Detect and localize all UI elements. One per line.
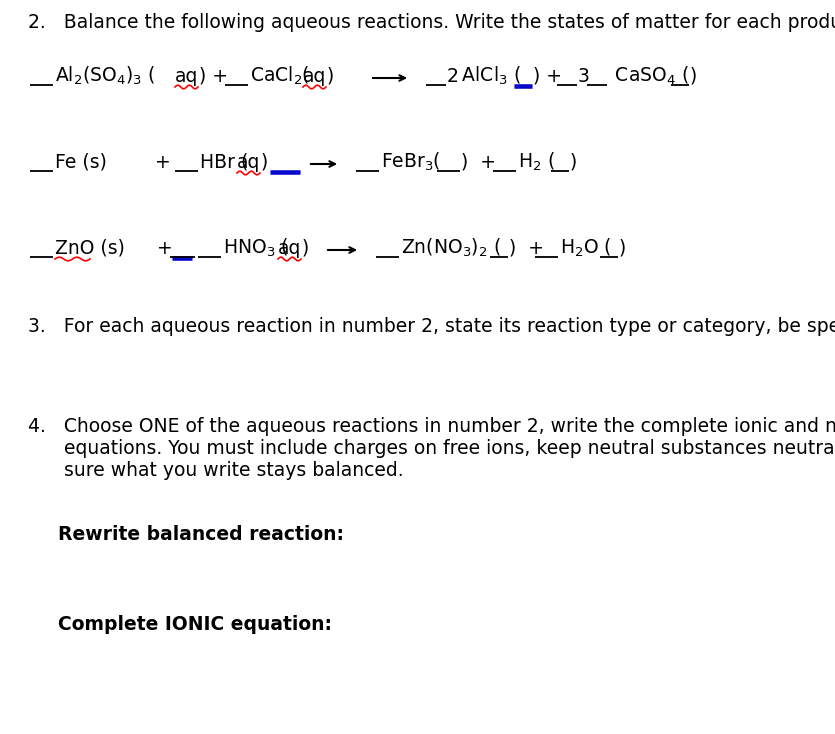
Text: ) +: ) + (533, 67, 562, 86)
Text: 3.   For each aqueous reaction in number 2, state its reaction type or category,: 3. For each aqueous reaction in number 2… (28, 317, 835, 336)
Text: H$_2$ (: H$_2$ ( (518, 151, 555, 173)
Text: HBr (: HBr ( (200, 153, 248, 172)
Text: ): ) (570, 153, 577, 172)
Text: aq: aq (303, 67, 326, 86)
Text: FeBr$_3$(: FeBr$_3$( (381, 151, 441, 173)
Text: ): ) (619, 239, 626, 258)
Text: +: + (157, 239, 173, 258)
Text: 2.   Balance the following aqueous reactions. Write the states of matter for eac: 2. Balance the following aqueous reactio… (28, 13, 835, 32)
Text: HNO$_3$ (: HNO$_3$ ( (223, 237, 289, 259)
Text: )  +: ) + (509, 239, 544, 258)
Text: )  +: ) + (461, 153, 496, 172)
Text: AlCl$_3$ (: AlCl$_3$ ( (456, 65, 521, 87)
Text: aq: aq (237, 153, 261, 172)
Text: 4.   Choose ONE of the aqueous reactions in number 2, write the complete ionic a: 4. Choose ONE of the aqueous reactions i… (28, 417, 835, 436)
Text: ): ) (690, 67, 697, 86)
Text: equations. You must include charges on free ions, keep neutral substances neutra: equations. You must include charges on f… (28, 439, 835, 458)
Text: CaCl$_2$(: CaCl$_2$( (250, 65, 310, 87)
Text: ZnO (s): ZnO (s) (55, 239, 125, 258)
Text: 2: 2 (447, 67, 459, 86)
Text: Zn(NO$_3$)$_2$ (: Zn(NO$_3$)$_2$ ( (401, 237, 501, 259)
Text: Complete IONIC equation:: Complete IONIC equation: (58, 615, 332, 634)
Text: +: + (155, 153, 170, 172)
Text: ): ) (327, 67, 334, 86)
Text: Fe (s): Fe (s) (55, 153, 107, 172)
Text: ): ) (261, 153, 268, 172)
Text: 3: 3 (578, 67, 590, 86)
Text: Rewrite balanced reaction:: Rewrite balanced reaction: (58, 525, 344, 544)
Text: CaSO$_4$ (: CaSO$_4$ ( (609, 65, 689, 87)
Text: Al$_2$(SO$_4$)$_3$ (: Al$_2$(SO$_4$)$_3$ ( (55, 65, 155, 87)
Text: ) +: ) + (199, 67, 228, 86)
Text: aq: aq (278, 239, 301, 258)
Text: aq: aq (175, 67, 199, 86)
Text: sure what you write stays balanced.: sure what you write stays balanced. (28, 461, 403, 480)
Text: H$_2$O (: H$_2$O ( (560, 237, 612, 259)
Text: ): ) (302, 239, 309, 258)
